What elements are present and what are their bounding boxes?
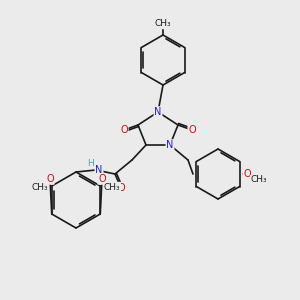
Text: H: H <box>87 158 93 167</box>
Text: CH₃: CH₃ <box>104 182 120 191</box>
Text: O: O <box>188 125 196 135</box>
Text: CH₃: CH₃ <box>32 182 48 191</box>
Text: N: N <box>95 165 103 175</box>
Text: N: N <box>166 140 174 150</box>
Text: O: O <box>46 174 54 184</box>
Text: CH₃: CH₃ <box>251 176 267 184</box>
Text: O: O <box>117 183 125 193</box>
Text: O: O <box>243 169 251 179</box>
Text: O: O <box>120 125 128 135</box>
Text: O: O <box>98 174 106 184</box>
Text: N: N <box>154 107 162 117</box>
Text: CH₃: CH₃ <box>155 20 171 28</box>
